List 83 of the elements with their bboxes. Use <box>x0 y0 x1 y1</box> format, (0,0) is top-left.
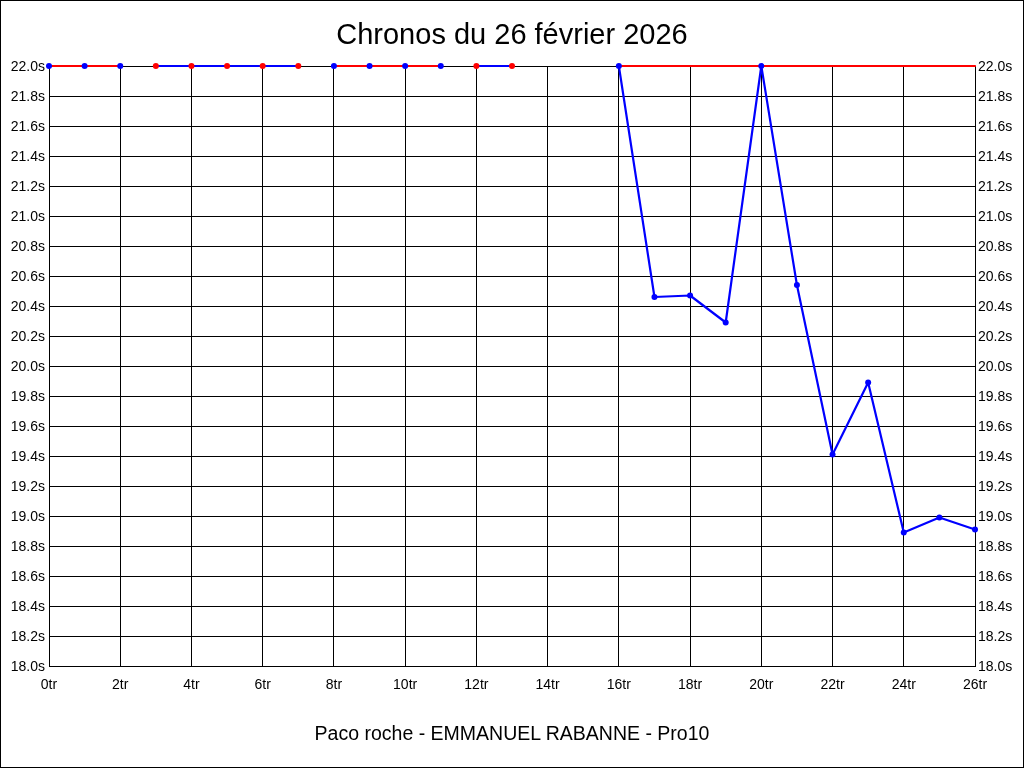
x-tick-label: 20tr <box>749 676 774 692</box>
point <box>46 63 52 69</box>
x-tick-label: 18tr <box>678 676 703 692</box>
y2-tick-label: 20.0s <box>978 357 1013 374</box>
y-tick-label: 18.8s <box>10 537 45 554</box>
y2-tick-label: 22.0s <box>978 57 1013 74</box>
y2-tick-label: 21.4s <box>978 147 1013 164</box>
point <box>758 63 765 69</box>
y-tick-label: 21.8s <box>10 87 45 104</box>
y2-tick-label: 19.2s <box>978 477 1013 494</box>
x-axis-title: Paco roche - EMMANUEL RABANNE - Pro10 <box>314 722 710 744</box>
y-tick-label: 18.0s <box>10 657 45 674</box>
y-tick-label: 20.4s <box>10 297 45 314</box>
y-tick-label: 21.4s <box>10 147 45 164</box>
point <box>900 529 907 536</box>
point <box>936 514 943 521</box>
x-tick-label: 8tr <box>325 676 343 692</box>
y-tick-label: 19.4s <box>10 447 45 464</box>
y2-tick-label: 21.8s <box>978 87 1013 104</box>
x-tick-label: 22tr <box>820 676 845 692</box>
y2-tick-label: 20.6s <box>978 267 1013 284</box>
y2-tick-label: 18.4s <box>978 597 1013 614</box>
y-tick-label: 21.6s <box>10 117 45 134</box>
y-tick-label: 21.0s <box>10 207 45 224</box>
point <box>651 294 658 300</box>
point <box>722 319 729 326</box>
y2-tick-label: 19.6s <box>978 417 1013 434</box>
x-tick-label: 10tr <box>393 676 418 692</box>
x-tick-label: 14tr <box>535 676 561 692</box>
point <box>473 63 480 69</box>
x-tick-label: 24tr <box>891 676 917 692</box>
point <box>972 526 978 533</box>
y-tick-label: 18.4s <box>10 597 45 614</box>
x-tick-label: 4tr <box>183 676 200 692</box>
point <box>615 63 622 69</box>
y-tick-label: 20.8s <box>10 237 45 254</box>
chart-title: Chronos du 26 février 2026 <box>336 18 688 50</box>
x-tick-label: 16tr <box>606 676 632 692</box>
y-tick-label: 20.6s <box>10 267 45 284</box>
point <box>188 63 195 69</box>
y-tick-label: 19.8s <box>10 387 45 404</box>
point <box>865 379 872 386</box>
point <box>152 63 159 69</box>
point <box>402 63 409 69</box>
point <box>224 63 231 69</box>
y2-tick-label: 18.2s <box>978 627 1013 644</box>
point <box>259 63 266 69</box>
x-tick-label: 12tr <box>464 676 489 692</box>
y2-tick-label: 19.8s <box>978 387 1013 404</box>
y2-tick-label: 21.0s <box>978 207 1013 224</box>
point <box>117 63 124 69</box>
point <box>330 63 337 69</box>
x-tick-label: 2tr <box>112 676 129 692</box>
point <box>81 63 88 69</box>
point <box>437 63 444 69</box>
y2-tick-label: 18.8s <box>978 537 1013 554</box>
y2-tick-label: 21.6s <box>978 117 1013 134</box>
y-tick-label: 19.2s <box>10 477 45 494</box>
point <box>366 63 373 69</box>
y2-tick-label: 19.4s <box>978 447 1013 464</box>
y-tick-label: 18.2s <box>10 627 45 644</box>
y2-tick-label: 20.4s <box>978 297 1013 314</box>
y-tick-label: 22.0s <box>10 57 45 74</box>
y-tick-label: 18.6s <box>10 567 45 584</box>
y2-tick-label: 18.6s <box>978 567 1013 584</box>
point <box>793 282 800 288</box>
x-tick-label: 26tr <box>962 676 988 692</box>
x-tick-label: 0tr <box>40 676 58 692</box>
y-tick-label: 21.2s <box>10 177 45 194</box>
y2-tick-label: 19.0s <box>978 507 1013 524</box>
y2-tick-label: 20.2s <box>978 327 1013 344</box>
point <box>687 292 694 299</box>
y-tick-label: 19.0s <box>10 507 45 524</box>
y-tick-label: 20.0s <box>10 357 45 374</box>
point <box>295 63 302 69</box>
y2-tick-label: 18.0s <box>978 657 1013 674</box>
y-tick-label: 20.2s <box>10 327 45 344</box>
x-tick-label: 6tr <box>254 676 272 692</box>
y2-tick-label: 20.8s <box>978 237 1013 254</box>
y2-tick-label: 21.2s <box>978 177 1013 194</box>
y-tick-label: 19.6s <box>10 417 45 434</box>
point <box>509 63 515 69</box>
point <box>829 451 836 458</box>
